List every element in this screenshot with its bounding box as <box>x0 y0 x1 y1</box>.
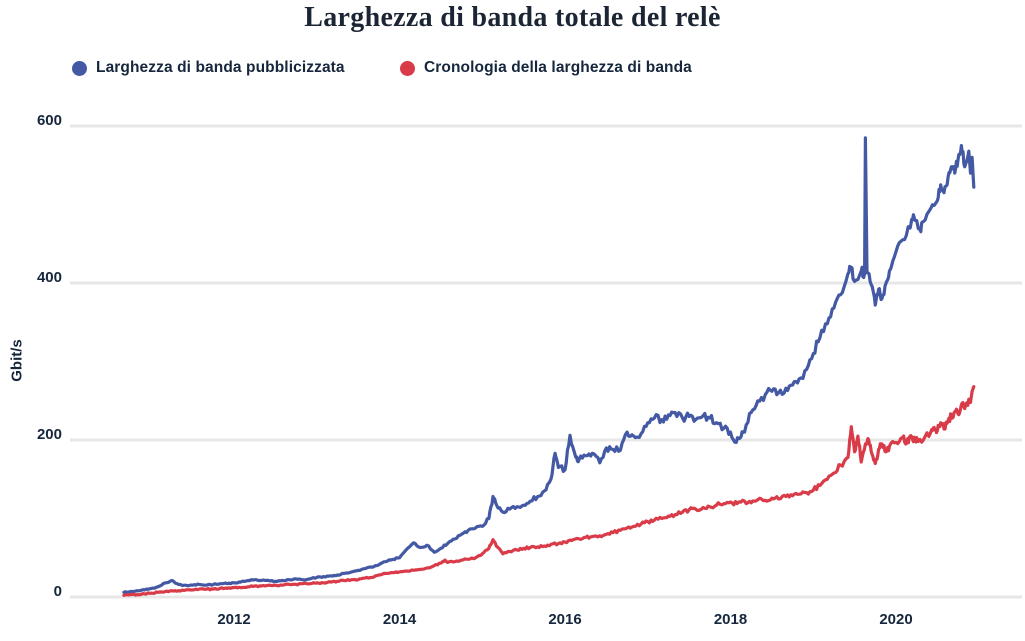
chart-title: Larghezza di banda totale del relè <box>304 2 721 33</box>
legend-label-history: Cronologia della larghezza di banda <box>424 59 692 76</box>
legend: Larghezza di banda pubblicizzata Cronolo… <box>0 56 1025 80</box>
x-tick-label-2014: 2014 <box>382 611 417 628</box>
legend-item-advertised-bandwidth: Larghezza di banda pubblicizzata <box>72 56 345 80</box>
x-tick-label-2016: 2016 <box>548 611 582 628</box>
x-tick-label-2020: 2020 <box>879 611 913 628</box>
legend-dot-advertised-icon <box>72 60 87 76</box>
legend-label-advertised: Larghezza di banda pubblicizzata <box>96 59 345 76</box>
legend-dot-history-icon <box>400 60 415 76</box>
y-tick-label-0: 0 <box>53 583 62 600</box>
x-tick-label-2012: 2012 <box>217 611 251 628</box>
y-tick-label-400: 400 <box>36 269 62 286</box>
x-tick-label-2018: 2018 <box>713 611 748 628</box>
y-tick-label-200: 200 <box>36 426 62 443</box>
y-axis-title: Gbit/s <box>8 339 26 382</box>
series-line-advertised-bandwidth <box>122 136 976 595</box>
legend-item-bandwidth-history: Cronologia della larghezza di banda <box>400 56 692 80</box>
y-tick-label-600: 600 <box>36 112 62 129</box>
series-line-bandwidth-history <box>122 385 976 598</box>
